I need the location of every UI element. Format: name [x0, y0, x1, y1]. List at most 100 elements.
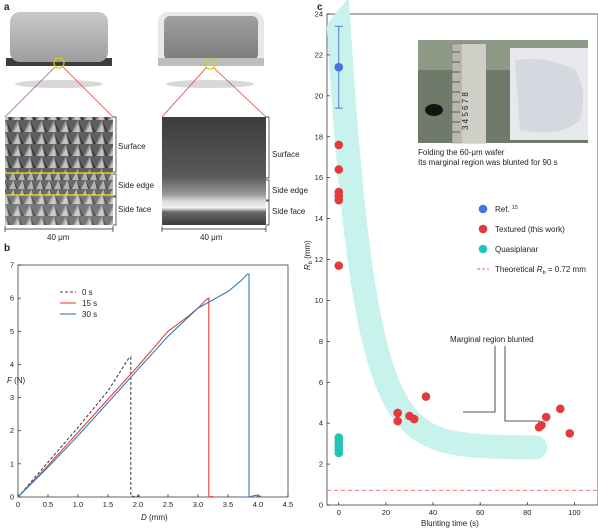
chart-c-point-series-1: [334, 195, 344, 205]
chart-c-point-series-1: [393, 416, 402, 426]
chart-c-ytick-label: 0: [319, 501, 323, 510]
chart-c-xtick-label: 60: [476, 508, 484, 517]
chart-b-series-1: [18, 297, 214, 497]
panel-a-letter: a: [4, 2, 10, 13]
left-scale-label: 40 μm: [47, 233, 70, 242]
chart-c-point-series-2: [334, 448, 344, 458]
photo-caption-line-2: Its marginal region was blunted for 90 s: [418, 158, 558, 167]
zoom-line-left-b: [62, 66, 114, 118]
chart-c-legend-marker-1: [478, 224, 488, 234]
right-label-side-edge: Side edge: [272, 186, 309, 195]
photo-caption-line-1: Folding the 60-μm wafer: [418, 148, 505, 157]
zoom-line-right-b: [213, 67, 267, 118]
chart-c-legend-label-2: Quasiplanar: [495, 245, 538, 254]
right-label-side-face: Side face: [272, 207, 306, 216]
chart-b-xtick-label: 4.0: [253, 500, 263, 509]
chart-c-legend-ref-label: Theoretical Rb = 0.72 mm: [495, 265, 586, 276]
chart-b-ytick-label: 5: [10, 327, 14, 336]
chart-b-ytick-label: 6: [10, 294, 14, 303]
chart-c-legend: Ref. 15 Textured (this work) Quasiplanar Th…: [477, 204, 586, 276]
chart-c-ytick-label: 22: [315, 50, 323, 59]
right-label-surface: Surface: [272, 150, 300, 159]
chart-c-ytick-label: 24: [315, 10, 323, 19]
chart-b-ytick-label: 4: [10, 360, 14, 369]
chart-b-legend-label-0: 0 s: [82, 288, 93, 297]
panel-b-letter: b: [4, 243, 11, 254]
chart-c-ytick-label: 2: [319, 460, 323, 469]
left-label-side-face: Side face: [118, 205, 152, 214]
chart-c-ytick-label: 18: [315, 132, 323, 141]
chart-c-ytick-label: 10: [315, 296, 323, 305]
chart-c-ytick-label: 14: [315, 214, 323, 223]
chart-c-points: [334, 25, 575, 458]
chart-c-point-series-1: [421, 392, 431, 401]
trend-band: [326, 0, 548, 460]
chart-c-legend-label-1: Textured (this work): [495, 225, 565, 234]
chart-c-xtick-label: 80: [523, 508, 531, 517]
chart-c-xtick-label: 40: [429, 508, 437, 517]
left-label-side-edge: Side edge: [118, 181, 155, 190]
force-displacement-chart: 0 0.5 1.0 1.5 2.0 2.5 3.0 3.5 4.0 4.5 0 1 2 3 4 5 6 7 0 s…: [7, 261, 293, 523]
chart-c-point-series-1: [393, 408, 402, 418]
textured-sem-image: [5, 117, 113, 225]
chart-c-xtick-label: 0: [337, 508, 341, 517]
chart-b-frame: [17, 264, 289, 498]
chart-c-xlabel: Blunting time (s): [421, 519, 479, 528]
right-brackets: [266, 116, 270, 226]
chart-b-xtick-label: 3.0: [193, 500, 203, 509]
chart-b-xtick-label: 1.5: [103, 500, 113, 509]
chart-c-legend-marker-0: [478, 204, 488, 214]
chart-b-ytick-label: 2: [10, 426, 14, 435]
left-label-surface: Surface: [118, 142, 146, 151]
chart-b-legend-label-2: 30 s: [82, 310, 97, 319]
chart-c-point-series-1: [409, 414, 419, 424]
chart-c-point-series-1: [334, 261, 344, 270]
chart-b-legend: 0 s 15 s 30 s: [60, 288, 97, 319]
panel-a: Surface Side edge Side face 40 μm Surfac…: [4, 12, 309, 242]
chart-c-point-series-1: [565, 429, 575, 438]
chart-b-xtick-label: 2.5: [163, 500, 173, 509]
chart-b-ylabel: F (N): [7, 376, 26, 385]
chart-c-ytick-label: 8: [319, 337, 323, 346]
zoom-line-left-a: [4, 66, 56, 118]
folded-wafer-photo: 3 4 5 6 7 8: [418, 40, 588, 144]
right-scale-label: 40 μm: [200, 233, 223, 242]
chart-c-point-series-1: [334, 140, 344, 150]
chart-c-ytick-label: 6: [319, 378, 323, 387]
chart-c-point-series-1: [537, 420, 546, 430]
chart-b-xtick-label: 1.0: [73, 500, 83, 509]
textured-wafer-illustration: [6, 12, 112, 88]
chart-c-legend-label-0: Ref. 15: [495, 205, 518, 214]
chart-b-legend-label-1: 15 s: [82, 299, 97, 308]
chart-c-ytick-label: 12: [315, 255, 323, 264]
annotation-pointer-right: [504, 346, 540, 422]
marginal-region-annotation: Marginal region blunted: [450, 335, 534, 344]
panel-c-letter: c: [317, 2, 323, 13]
chart-b-ytick-label: 1: [10, 459, 14, 468]
chart-c-ylabel: Rb (mm): [303, 240, 314, 270]
blunted-wafer-illustration: [158, 12, 264, 88]
chart-c-legend-marker-2: [478, 244, 488, 254]
chart-c-ytick-label: 4: [319, 419, 323, 428]
chart-b-xlabel: D (mm): [141, 513, 168, 522]
chart-b-ytick-label: 0: [10, 493, 14, 502]
chart-b-xtick-label: 3.5: [223, 500, 233, 509]
chart-b-xtick-label: 4.5: [283, 500, 293, 509]
chart-c-xtick-label: 100: [568, 508, 581, 517]
chart-b-xtick-label: 0: [16, 500, 20, 509]
chart-c-ytick-label: 16: [315, 173, 323, 182]
chart-c-point-series-1: [555, 404, 565, 414]
chart-b-axes: 0 0.5 1.0 1.5 2.0 2.5 3.0 3.5 4.0 4.5 0 1 2 3 4 5 6 7: [10, 261, 293, 510]
chart-c-xtick-label: 20: [382, 508, 390, 517]
chart-b-series-2: [18, 273, 262, 497]
chart-b-series: [18, 273, 262, 497]
chart-b-xtick-label: 0.5: [43, 500, 53, 509]
chart-b-xtick-label: 2.0: [133, 500, 143, 509]
ruler-numbers: 3 4 5 6 7 8: [461, 92, 470, 130]
chart-c-point-series-1: [334, 165, 344, 174]
chart-b-ytick-label: 7: [10, 261, 14, 270]
chart-b-ytick-label: 3: [10, 393, 14, 402]
